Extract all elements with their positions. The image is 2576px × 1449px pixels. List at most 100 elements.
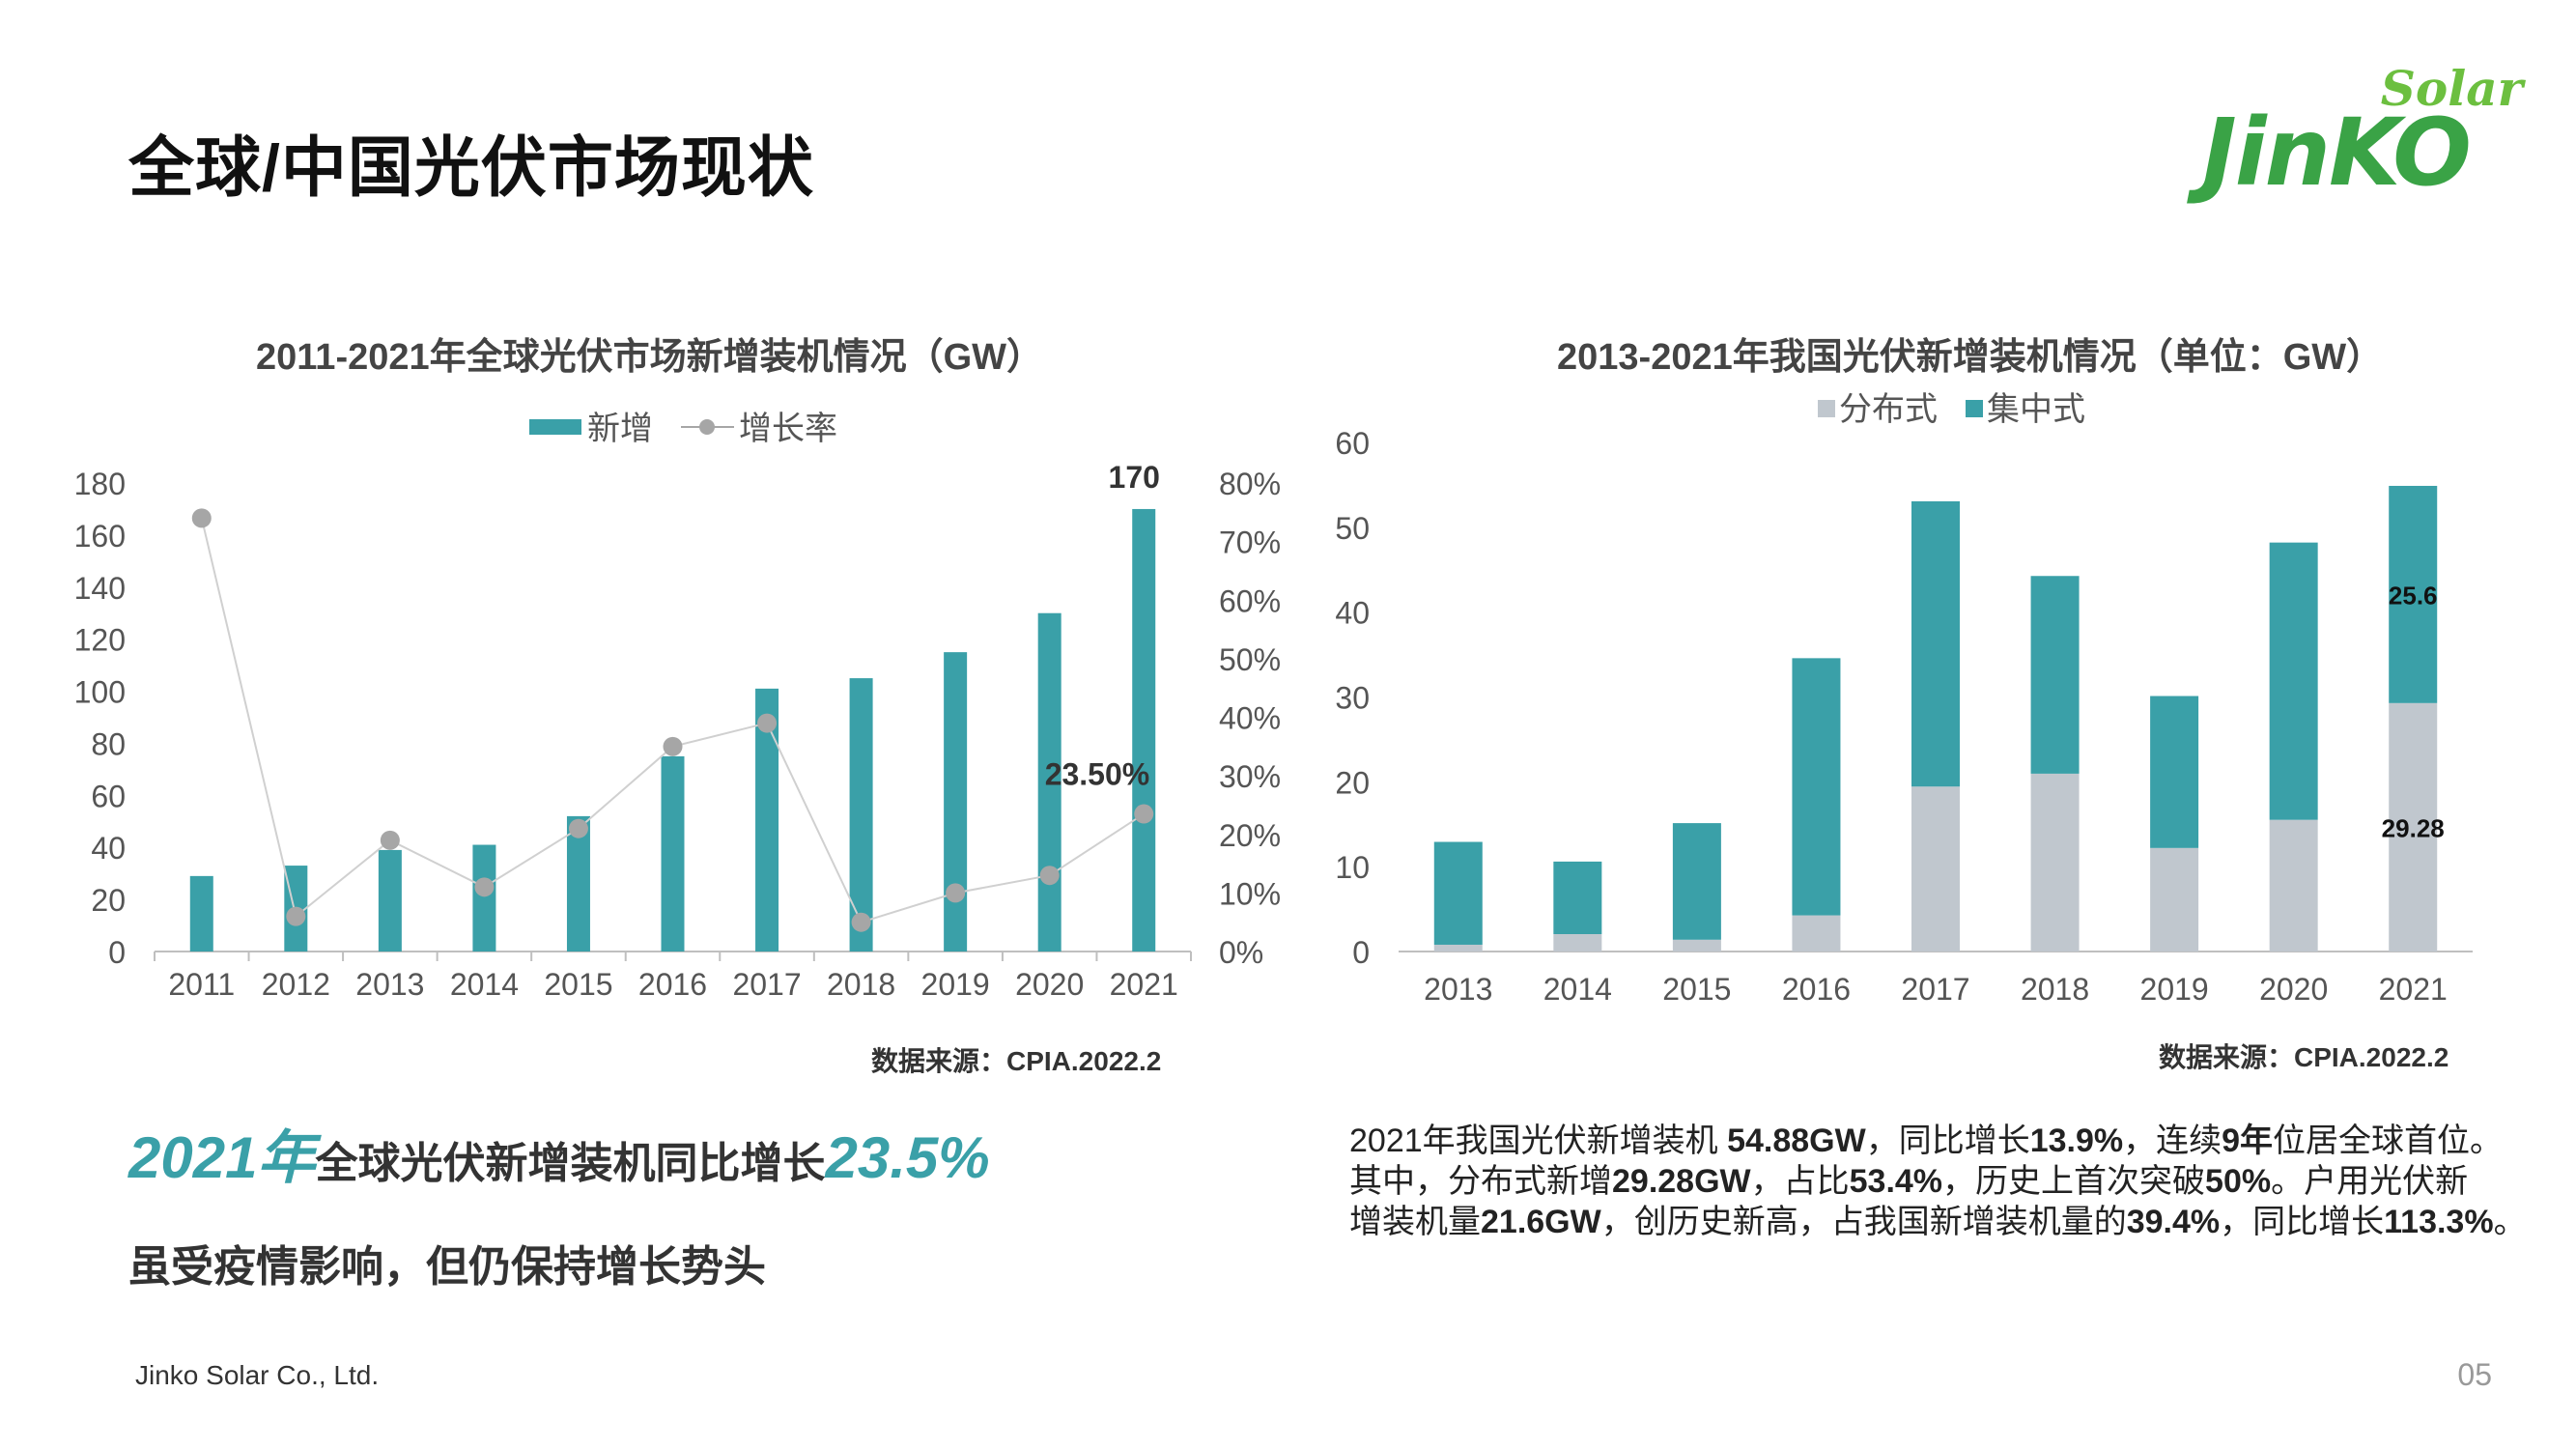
rate-point-2012 — [286, 906, 306, 926]
x-axis-label: 2018 — [2021, 972, 2089, 1007]
bar-distributed-2019 — [2150, 847, 2199, 952]
page-title: 全球/中国光伏市场现状 — [128, 131, 814, 205]
y-axis-tick: 50 — [1335, 511, 1370, 546]
legend-label-distributed: 分布式 — [1839, 391, 1938, 428]
chart1-source: 数据来源：CPIA.2022.2 — [871, 1046, 1162, 1076]
bar-new-2019 — [944, 652, 968, 952]
global-installations-chart: 新增 增长率 0 20 40 60 80 100 120 140 160 180 0% 10% 20% 30%… — [74, 411, 1281, 1002]
bar-centralized-2021 — [2389, 485, 2438, 703]
chart2-title: 2013-2021年我国光伏新增装机情况（单位：GW） — [1557, 337, 2384, 378]
bar-centralized-2020 — [2269, 542, 2318, 820]
rate-point-2020 — [1039, 866, 1060, 886]
left-axis-tick: 120 — [74, 623, 126, 658]
left-axis-tick: 100 — [74, 675, 126, 710]
y-axis-tick: 0 — [1352, 935, 1370, 970]
x-axis-label: 2015 — [1662, 972, 1731, 1007]
right-axis-tick: 40% — [1219, 701, 1281, 736]
left-axis-tick: 80 — [91, 726, 126, 761]
right-axis-tick: 30% — [1219, 759, 1281, 794]
data-label-centralized-2021: 25.6 — [2389, 581, 2438, 610]
x-axis-label: 2013 — [355, 967, 424, 1002]
bar-new-2020 — [1037, 612, 1062, 952]
subline: 虽受疫情影响，但仍保持增长势头 — [128, 1243, 766, 1291]
legend-swatch-distributed — [1818, 400, 1835, 417]
rate-point-2021 — [1134, 804, 1154, 824]
bar-new-2014 — [472, 844, 496, 952]
x-axis-label: 2014 — [450, 967, 519, 1002]
x-axis-label: 2021 — [2379, 972, 2448, 1007]
bar-new-2015 — [566, 815, 590, 952]
left-axis-tick: 40 — [91, 831, 126, 866]
rate-point-2014 — [474, 877, 495, 897]
rate-data-label-2021: 23.50% — [1045, 757, 1150, 792]
footer-company: Jinko Solar Co., Ltd. — [135, 1360, 380, 1390]
rate-point-2011 — [191, 508, 212, 528]
para-line-2: 其中，分布式新增29.28GW，占比53.4%，历史上首次突破50%。户用光伏新 — [1349, 1163, 2469, 1200]
x-axis-label: 2019 — [2140, 972, 2209, 1007]
bar-new-2018 — [849, 678, 873, 952]
rate-point-2013 — [380, 830, 400, 850]
y-axis-tick: 10 — [1335, 850, 1370, 885]
rate-point-2017 — [757, 713, 778, 733]
bar-new-2016 — [661, 755, 685, 952]
rate-point-2015 — [568, 818, 588, 838]
legend-label-centralized: 集中式 — [1987, 391, 2085, 428]
bar-new-2011 — [189, 875, 213, 952]
bar-centralized-2019 — [2150, 696, 2199, 848]
bar-distributed-2017 — [1911, 786, 1960, 952]
data-label-distributed-2021: 29.28 — [2382, 813, 2445, 842]
y-axis-tick: 60 — [1335, 426, 1370, 461]
right-axis-tick: 50% — [1219, 642, 1281, 677]
right-axis-tick: 60% — [1219, 583, 1281, 618]
para-line-3: 增装机量21.6GW，创历史新高，占我国新增装机量的39.4%，同比增长113.… — [1349, 1204, 2527, 1240]
right-axis-tick: 70% — [1219, 526, 1281, 560]
chart1-title: 2011-2021年全球光伏市场新增装机情况（GW） — [256, 337, 1044, 378]
headline-year: 2021年 — [128, 1125, 316, 1190]
x-axis-label: 2019 — [921, 967, 990, 1002]
legend-swatch-centralized — [1966, 400, 1983, 417]
x-axis-label: 2016 — [1782, 972, 1851, 1007]
left-axis-tick: 0 — [108, 935, 126, 970]
bar-centralized-2014 — [1553, 861, 1602, 934]
x-axis-label: 2017 — [732, 967, 801, 1002]
x-axis-label: 2014 — [1543, 972, 1612, 1007]
left-axis-tick: 160 — [74, 519, 126, 554]
bar-distributed-2021 — [2389, 702, 2438, 952]
bar-centralized-2018 — [2030, 576, 2080, 774]
legend-swatch-new — [529, 419, 581, 435]
bar-data-label-2021: 170 — [1109, 460, 1160, 495]
bar-centralized-2015 — [1672, 823, 1721, 940]
right-axis-tick: 80% — [1219, 467, 1281, 501]
bar-centralized-2017 — [1911, 500, 1960, 787]
jinko-solar-logo: Solar JinKO — [2193, 60, 2540, 207]
x-axis-label: 2013 — [1424, 972, 1492, 1007]
headline-text: 全球光伏新增装机同比增长 — [315, 1140, 826, 1187]
y-axis-tick: 30 — [1335, 681, 1370, 716]
bar-distributed-2020 — [2269, 819, 2318, 952]
bar-centralized-2016 — [1792, 658, 1841, 916]
right-axis-tick: 0% — [1219, 935, 1263, 970]
bar-centralized-2013 — [1433, 841, 1483, 945]
legend-marker-rate — [699, 419, 715, 435]
china-installations-chart: 分布式 集中式 0 10 20 30 40 50 60 2013 2014 2015 2016 2017 2… — [1335, 391, 2473, 1007]
x-axis-label: 2016 — [638, 967, 707, 1002]
bar-distributed-2016 — [1792, 915, 1841, 952]
china-summary-paragraph: 2021年我国光伏新增装机 54.88GW，同比增长13.9%，连续9年位居全球… — [1349, 1121, 2557, 1242]
bar-new-2013 — [378, 849, 402, 952]
x-axis-label: 2021 — [1110, 967, 1178, 1002]
headline: 2021年全球光伏新增装机同比增长23.5% — [128, 1111, 990, 1195]
x-axis-label: 2012 — [262, 967, 330, 1002]
left-axis-tick: 20 — [91, 883, 126, 918]
y-axis-tick: 20 — [1335, 765, 1370, 800]
rate-point-2016 — [663, 736, 683, 756]
headline-value: 23.5% — [825, 1125, 990, 1190]
bar-distributed-2018 — [2030, 773, 2080, 952]
bar-distributed-2015 — [1672, 939, 1721, 952]
chart2-source: 数据来源：CPIA.2022.2 — [2159, 1042, 2449, 1072]
right-axis-tick: 20% — [1219, 818, 1281, 853]
x-axis-label: 2020 — [2259, 972, 2328, 1007]
x-axis-label: 2018 — [827, 967, 895, 1002]
right-axis-tick: 10% — [1219, 876, 1281, 911]
x-axis-label: 2017 — [1901, 972, 1969, 1007]
